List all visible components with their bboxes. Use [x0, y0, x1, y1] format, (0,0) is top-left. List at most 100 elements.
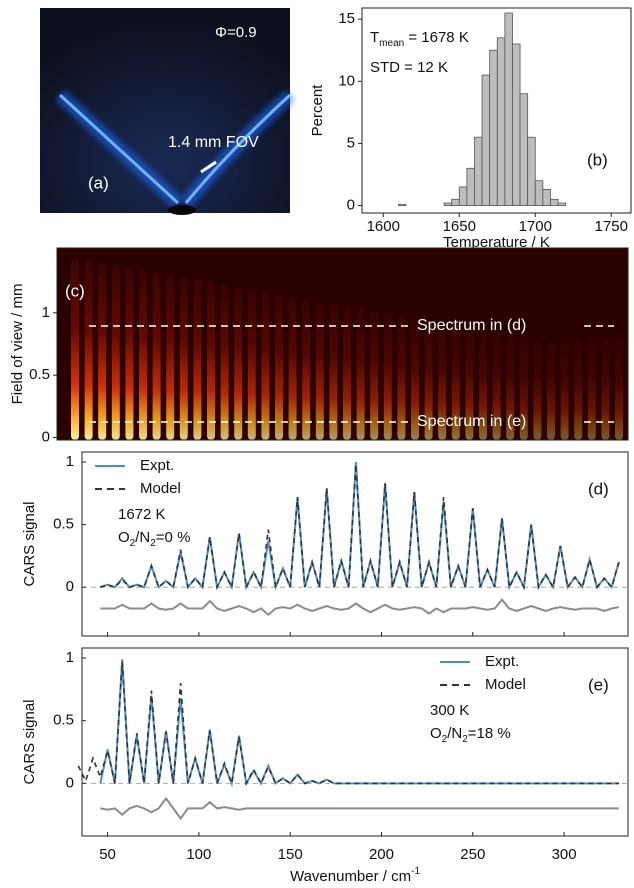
- plot-frame: [81, 647, 629, 837]
- spectral-stripe: [98, 262, 107, 440]
- histogram-bar: [504, 12, 513, 206]
- residual-line: [100, 598, 620, 617]
- spectral-stripe: [560, 339, 569, 440]
- x-tick-label: 150: [278, 846, 303, 863]
- y-axis-label: CARS signal: [21, 699, 38, 784]
- histogram-bar: [512, 43, 521, 206]
- spectral-stripe: [234, 286, 243, 440]
- histogram-bar: [474, 136, 483, 206]
- annotation: 1672 K: [118, 506, 166, 523]
- flame-front: [58, 93, 292, 205]
- plot-frame: [56, 247, 629, 441]
- spectral-stripe: [465, 327, 474, 440]
- legend-label: Model: [485, 676, 526, 693]
- spectral-stripe: [424, 320, 433, 440]
- stat-label: STD = 12 K: [370, 59, 448, 76]
- spectral-stripe: [383, 312, 392, 440]
- histogram-bar: [519, 93, 529, 206]
- spectral-stripe: [397, 315, 406, 440]
- x-tick-label: 1600: [367, 218, 400, 235]
- histogram-bar: [458, 186, 468, 206]
- x-axis-label: Wavenumber / cm-1: [290, 866, 420, 885]
- histogram-bar: [443, 202, 453, 206]
- y-tick-label: 0: [66, 774, 74, 791]
- spectral-stripe: [370, 310, 379, 440]
- spectral-stripe: [275, 293, 283, 440]
- y-tick-label: 0.5: [53, 516, 74, 533]
- spectral-stripe: [315, 300, 324, 440]
- series-line: [99, 659, 619, 788]
- annotation-part: /N: [135, 529, 150, 546]
- stat-label-part: mean: [379, 38, 404, 49]
- annotation-part: =0 %: [156, 529, 191, 546]
- histogram-bar: [451, 198, 460, 206]
- x-tick-label: 300: [552, 846, 577, 863]
- annotation-part: 2: [130, 538, 136, 549]
- annotation-part: 2: [442, 734, 448, 745]
- spectral-stripe: [574, 339, 583, 440]
- stat-label-part: = 1678 K: [404, 29, 469, 46]
- spectral-stripe: [479, 329, 487, 440]
- y-tick-label: 0.5: [53, 712, 74, 729]
- spectral-stripe: [302, 298, 311, 440]
- annotation: 300 K: [430, 702, 469, 719]
- annotation-part: 2: [462, 734, 468, 745]
- spectral-stripe: [615, 339, 623, 440]
- spectral-stripe: [288, 296, 297, 440]
- spectral-stripe: [506, 334, 515, 440]
- spectral-stripe: [179, 276, 188, 440]
- x-tick-label: 250: [460, 846, 485, 863]
- spectral-stripe: [111, 264, 120, 440]
- stat-label: Tmean = 1678 K: [370, 29, 469, 49]
- panel-label: (b): [587, 150, 608, 169]
- y-tick-label: 0: [66, 578, 74, 595]
- legend-label: Expt.: [485, 653, 519, 670]
- histogram-bar: [466, 167, 475, 206]
- x-tick-label: 100: [186, 846, 211, 863]
- fov-marker: [200, 160, 217, 174]
- y-tick-label: 15: [338, 10, 355, 27]
- spectral-stripe: [343, 305, 351, 440]
- y-tick-label: 10: [338, 72, 355, 89]
- flame-photo: Φ=0.9 1.4 mm FOV (a): [40, 8, 295, 215]
- spectral-stripe: [451, 324, 460, 440]
- x-tick-label: 50: [99, 846, 116, 863]
- spectral-stripe: [247, 288, 256, 440]
- y-tick-label: 1: [66, 453, 74, 470]
- histogram-bar: [534, 180, 544, 206]
- spectral-stripe: [587, 339, 596, 440]
- histogram-bar: [550, 198, 559, 206]
- spectrum-annotation: Spectrum in (e): [417, 413, 526, 430]
- image-background: [57, 248, 628, 440]
- legend-label: Expt.: [140, 457, 174, 474]
- histogram-bar: [542, 188, 551, 206]
- y-axis-label: Field of view / mm: [9, 284, 26, 405]
- panel-label: (e): [588, 675, 609, 694]
- legend-label: Model: [140, 480, 181, 497]
- spectral-stripe: [356, 308, 365, 440]
- spectral-stripe: [220, 284, 229, 440]
- spectral-stripe: [139, 269, 147, 440]
- annotation-part: O: [118, 529, 130, 546]
- spectral-stripe: [533, 339, 542, 440]
- annotation-part: 300 K: [430, 702, 469, 719]
- histogram-bar: [398, 203, 407, 206]
- plot-frame: [81, 451, 629, 637]
- annotation: O2/N2=18 %: [430, 725, 511, 745]
- histogram-bar: [527, 136, 536, 206]
- panel-label: (a): [88, 173, 109, 192]
- histogram-bar: [496, 37, 506, 206]
- histogram-bar: [557, 202, 567, 206]
- panel-label: (c): [65, 281, 85, 300]
- spectrum-annotation: Spectrum in (d): [417, 317, 526, 334]
- annotation-part: /N: [447, 725, 462, 742]
- x-axis-label: Temperature / K: [443, 234, 550, 251]
- y-tick-label: 1: [66, 649, 74, 666]
- series-line: [77, 661, 619, 786]
- spectral-stripe: [84, 260, 93, 440]
- spectral-stripe: [601, 339, 610, 440]
- spectral-stripe: [519, 336, 528, 440]
- stat-label-part: STD = 12 K: [370, 59, 448, 76]
